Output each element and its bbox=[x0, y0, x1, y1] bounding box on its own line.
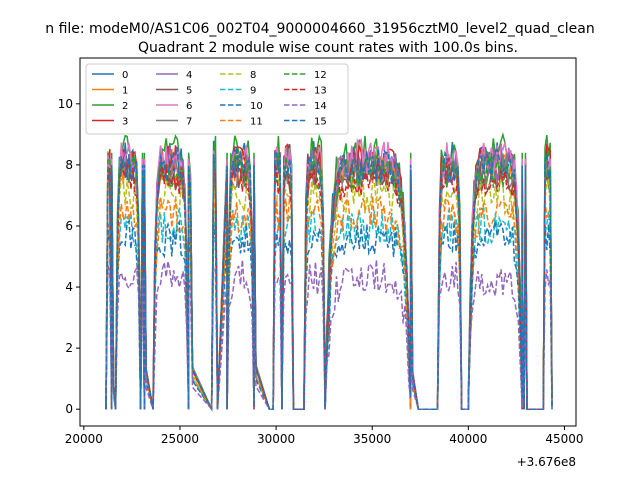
legend-label-15: 15 bbox=[314, 117, 327, 128]
axes-ticks: 20000 25000 30000 35000 40000 45000 0 2 4 6 8 10 bbox=[58, 97, 584, 446]
series-line-15 bbox=[105, 146, 553, 410]
series-line-14 bbox=[105, 259, 553, 412]
legend-label-1: 1 bbox=[122, 86, 128, 97]
legend-label-13: 13 bbox=[314, 86, 327, 97]
chart-title: Quadrant 2 module wise count rates with … bbox=[138, 40, 518, 56]
legend-label-10: 10 bbox=[250, 101, 263, 112]
x-tick-label: 45000 bbox=[545, 432, 583, 446]
y-tick-label: 2 bbox=[65, 341, 73, 355]
y-tick-label: 4 bbox=[65, 280, 73, 294]
x-tick-label: 35000 bbox=[353, 432, 391, 446]
x-tick-label: 40000 bbox=[449, 432, 487, 446]
legend-label-14: 14 bbox=[314, 101, 327, 112]
legend-label-2: 2 bbox=[122, 101, 128, 112]
y-tick-label: 0 bbox=[65, 402, 73, 416]
legend-label-9: 9 bbox=[250, 86, 256, 97]
legend-label-12: 12 bbox=[314, 70, 327, 81]
legend-label-7: 7 bbox=[186, 117, 192, 128]
x-offset-label: +3.676e8 bbox=[517, 455, 576, 469]
x-tick-label: 25000 bbox=[161, 432, 199, 446]
legend-label-3: 3 bbox=[122, 117, 128, 128]
x-tick-label: 30000 bbox=[257, 432, 295, 446]
y-tick-label: 6 bbox=[65, 219, 73, 233]
legend-label-11: 11 bbox=[250, 117, 263, 128]
legend-label-0: 0 bbox=[122, 70, 128, 81]
legend-box bbox=[85, 63, 349, 135]
x-tick-label: 20000 bbox=[65, 432, 103, 446]
figure-suptitle: n file: modeM0/AS1C06_002T04_9000004660_… bbox=[45, 21, 594, 37]
legend-label-6: 6 bbox=[186, 101, 192, 112]
axes-frame bbox=[79, 57, 577, 427]
y-tick-label: 10 bbox=[58, 97, 73, 111]
plot-area bbox=[105, 131, 553, 412]
legend-label-5: 5 bbox=[186, 86, 192, 97]
y-tick-label: 8 bbox=[65, 158, 73, 172]
legend-label-8: 8 bbox=[250, 70, 256, 81]
legend-label-4: 4 bbox=[186, 70, 192, 81]
